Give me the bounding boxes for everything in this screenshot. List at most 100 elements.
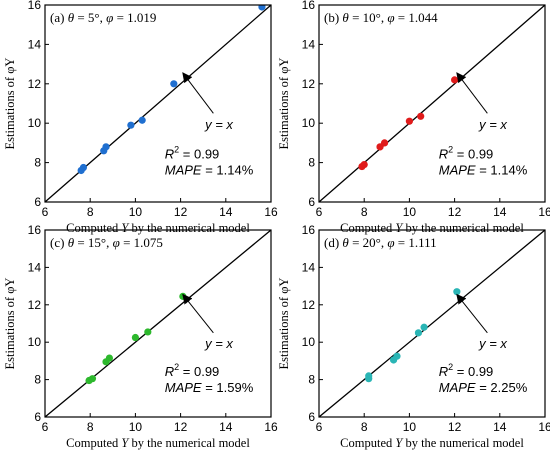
data-point bbox=[179, 292, 187, 300]
chart-panel-c: 6 8 10 12 14 16 6 8 10 12 14 16 (c) θ = 15°, φ = 1.0… bbox=[3, 223, 278, 450]
y-tick-label: 6 bbox=[34, 410, 41, 424]
y-axis-label: Estimations of φY bbox=[3, 278, 17, 370]
r-squared-stat: R2 = 0.99 bbox=[165, 362, 220, 379]
plot-frame bbox=[44, 4, 272, 203]
r-squared-stat: R2 = 0.99 bbox=[439, 145, 494, 162]
mape-stat: MAPE = 1.14% bbox=[165, 163, 254, 178]
plot-frame bbox=[318, 229, 546, 418]
x-tick-label: 8 bbox=[361, 205, 368, 219]
annotation-arrow bbox=[182, 72, 214, 114]
y-tick-label: 16 bbox=[28, 0, 42, 12]
reference-line-y-equals-x bbox=[319, 230, 545, 417]
data-point bbox=[127, 121, 135, 129]
y-tick-label: 16 bbox=[302, 223, 316, 237]
x-tick-label: 10 bbox=[403, 420, 417, 434]
x-tick-label: 12 bbox=[448, 205, 462, 219]
y-tick-label: 10 bbox=[28, 335, 42, 349]
x-tick-label: 14 bbox=[493, 420, 507, 434]
y-tick-label: 12 bbox=[28, 298, 42, 312]
x-tick-label: 6 bbox=[42, 420, 49, 434]
y-tick-label: 14 bbox=[28, 260, 42, 274]
x-tick-label: 12 bbox=[174, 205, 188, 219]
y-tick-label: 6 bbox=[34, 195, 41, 209]
y-tick-label: 8 bbox=[308, 373, 315, 387]
data-point bbox=[420, 323, 428, 331]
x-tick-label: 12 bbox=[448, 420, 462, 434]
line-label: y = x bbox=[478, 336, 507, 351]
y-tick-label: 6 bbox=[308, 195, 315, 209]
data-point bbox=[88, 375, 97, 383]
data-point bbox=[451, 76, 459, 84]
annotation-arrow bbox=[456, 293, 488, 334]
data-point bbox=[365, 372, 373, 380]
x-tick-label: 8 bbox=[87, 205, 94, 219]
x-tick-label: 6 bbox=[316, 420, 323, 434]
annotation-arrow bbox=[182, 293, 214, 334]
x-tick-label: 8 bbox=[361, 420, 368, 434]
y-tick-label: 10 bbox=[302, 116, 316, 130]
y-tick-label: 8 bbox=[34, 373, 41, 387]
x-axis-label: Computed Y by the numerical model bbox=[340, 221, 524, 235]
y-tick-label: 16 bbox=[302, 0, 316, 12]
data-point bbox=[138, 116, 146, 124]
y-tick-label: 10 bbox=[28, 116, 42, 130]
x-tick-label: 14 bbox=[493, 205, 507, 219]
y-axis-label: Estimations of φY bbox=[277, 278, 291, 370]
panel-title: (c) θ = 15°, φ = 1.075 bbox=[50, 235, 163, 250]
x-axis-label: Computed Y by the numerical model bbox=[340, 436, 524, 450]
data-point bbox=[79, 163, 88, 172]
y-tick-label: 12 bbox=[302, 77, 316, 91]
data-point bbox=[405, 117, 413, 125]
x-axis-label: Computed Y by the numerical model bbox=[66, 436, 250, 450]
y-axis-label: Estimations of φY bbox=[277, 58, 291, 150]
x-tick-label: 16 bbox=[264, 420, 278, 434]
y-tick-label: 16 bbox=[28, 223, 42, 237]
y-axis-label: Estimations of φY bbox=[3, 58, 17, 150]
data-point bbox=[393, 352, 401, 360]
panel-title: (d) θ = 20°, φ = 1.111 bbox=[324, 235, 437, 250]
r-squared-stat: R2 = 0.99 bbox=[165, 145, 220, 162]
mape-stat: MAPE = 2.25% bbox=[439, 380, 528, 395]
panel-title: (a) θ = 5°, φ = 1.019 bbox=[50, 10, 156, 25]
x-tick-label: 14 bbox=[219, 205, 233, 219]
y-tick-label: 6 bbox=[308, 410, 315, 424]
x-axis-label: Computed Y by the numerical model bbox=[66, 221, 250, 235]
x-tick-label: 16 bbox=[538, 420, 550, 434]
mape-stat: MAPE = 1.14% bbox=[439, 163, 528, 178]
data-point bbox=[414, 329, 423, 337]
x-tick-label: 16 bbox=[264, 205, 278, 219]
data-point bbox=[453, 288, 461, 296]
mape-stat: MAPE = 1.59% bbox=[165, 380, 254, 395]
data-point bbox=[131, 333, 139, 342]
y-tick-label: 8 bbox=[308, 156, 315, 170]
x-tick-label: 12 bbox=[174, 420, 188, 434]
annotation-arrow bbox=[456, 72, 488, 114]
y-tick-label: 10 bbox=[302, 335, 316, 349]
reference-line-y-equals-x bbox=[45, 230, 271, 417]
plot-frame bbox=[318, 4, 546, 203]
y-tick-label: 8 bbox=[34, 156, 41, 170]
chart-panel-d: 6 8 10 12 14 16 6 8 10 12 14 16 (d) θ = 20°, φ = 1.1… bbox=[277, 223, 550, 450]
data-point bbox=[258, 5, 266, 11]
line-label: y = x bbox=[204, 336, 233, 351]
plot-frame bbox=[44, 229, 272, 418]
data-point bbox=[105, 354, 114, 362]
x-tick-label: 16 bbox=[538, 205, 550, 219]
y-tick-label: 14 bbox=[302, 260, 316, 274]
y-tick-label: 12 bbox=[28, 77, 42, 91]
r-squared-stat: R2 = 0.99 bbox=[439, 362, 494, 379]
data-point bbox=[360, 160, 368, 169]
data-point bbox=[380, 139, 389, 147]
y-tick-label: 14 bbox=[302, 37, 316, 51]
data-point bbox=[532, 0, 539, 3]
x-tick-label: 14 bbox=[219, 420, 233, 434]
x-tick-label: 8 bbox=[87, 420, 94, 434]
x-tick-label: 6 bbox=[316, 205, 323, 219]
data-point bbox=[144, 328, 152, 336]
x-tick-label: 10 bbox=[403, 205, 417, 219]
data-point bbox=[102, 143, 110, 151]
y-tick-label: 12 bbox=[302, 298, 316, 312]
